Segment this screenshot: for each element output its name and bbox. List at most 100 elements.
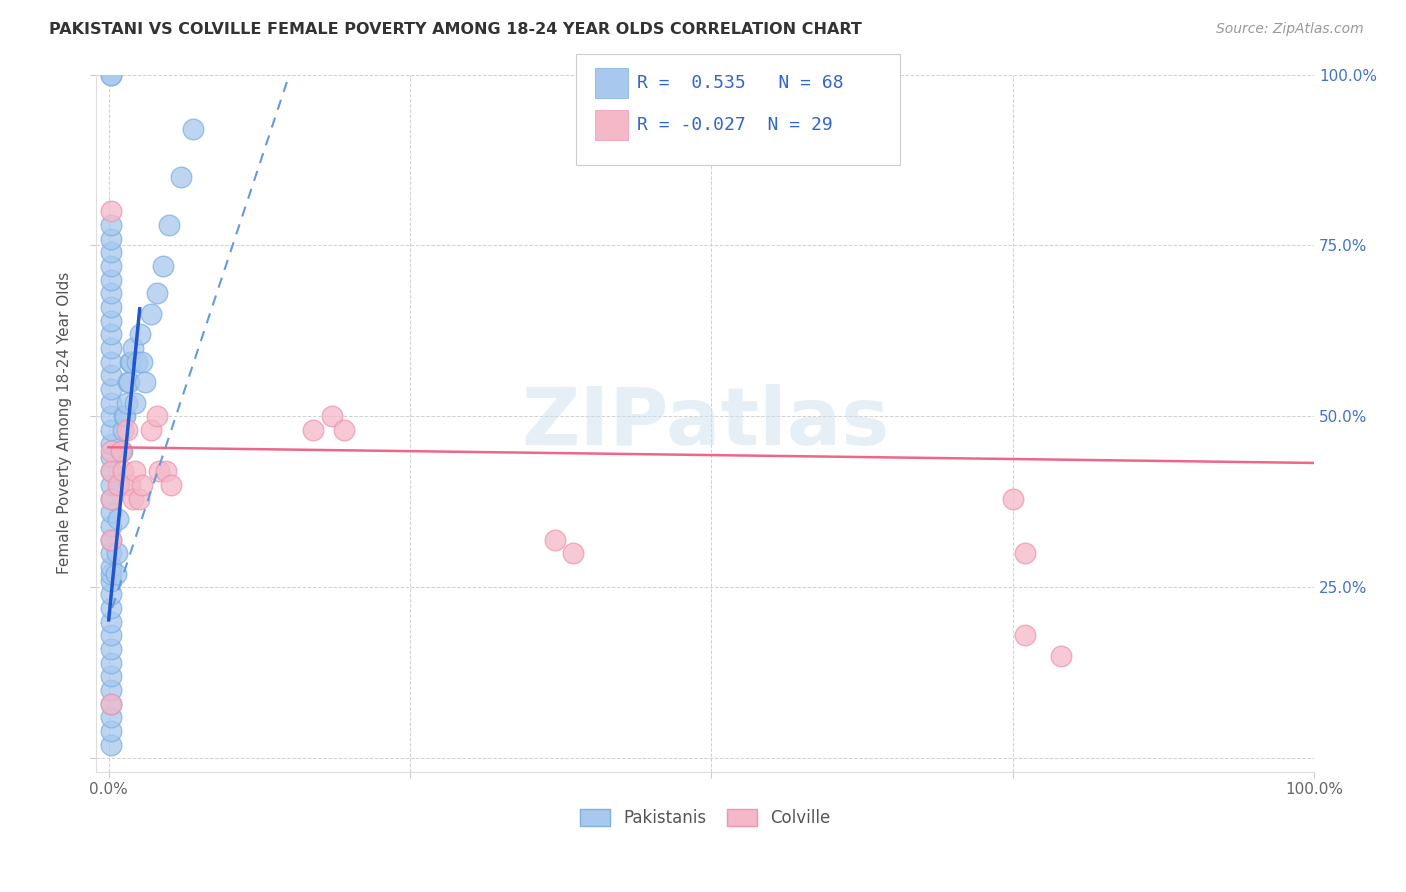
Point bbox=[100, 601, 122, 615]
Point bbox=[100, 464, 122, 478]
Point bbox=[111, 464, 134, 478]
Point bbox=[100, 533, 122, 547]
Point bbox=[100, 505, 122, 519]
Point bbox=[100, 710, 122, 724]
Point bbox=[321, 409, 343, 424]
Point bbox=[139, 423, 162, 437]
Point bbox=[100, 259, 122, 273]
Point bbox=[100, 628, 122, 642]
Point bbox=[124, 464, 146, 478]
Point bbox=[100, 560, 122, 574]
Point bbox=[100, 464, 122, 478]
Point bbox=[108, 478, 131, 492]
Point bbox=[128, 491, 150, 506]
Point bbox=[100, 697, 122, 711]
Point bbox=[121, 491, 143, 506]
Point bbox=[1050, 648, 1073, 663]
Point bbox=[100, 437, 122, 451]
Point bbox=[100, 533, 122, 547]
Point bbox=[1001, 491, 1024, 506]
Point bbox=[131, 355, 153, 369]
Point bbox=[139, 307, 162, 321]
Point bbox=[561, 546, 583, 560]
Text: PAKISTANI VS COLVILLE FEMALE POVERTY AMONG 18-24 YEAR OLDS CORRELATION CHART: PAKISTANI VS COLVILLE FEMALE POVERTY AMO… bbox=[49, 22, 862, 37]
Point bbox=[100, 327, 122, 342]
Point bbox=[148, 464, 170, 478]
Y-axis label: Female Poverty Among 18-24 Year Olds: Female Poverty Among 18-24 Year Olds bbox=[58, 272, 72, 574]
Legend: Pakistanis, Colville: Pakistanis, Colville bbox=[574, 802, 837, 833]
Point bbox=[100, 697, 122, 711]
Point bbox=[145, 286, 167, 301]
Point bbox=[118, 376, 141, 390]
Point bbox=[100, 491, 122, 506]
Point bbox=[100, 286, 122, 301]
Point bbox=[124, 396, 146, 410]
Point bbox=[332, 423, 354, 437]
Point bbox=[155, 464, 177, 478]
Point bbox=[100, 232, 122, 246]
Point bbox=[100, 615, 122, 629]
Point bbox=[134, 376, 156, 390]
Point bbox=[120, 478, 142, 492]
Point bbox=[1014, 628, 1036, 642]
Point bbox=[115, 396, 138, 410]
Point bbox=[104, 566, 127, 581]
Text: R = -0.027  N = 29: R = -0.027 N = 29 bbox=[637, 116, 832, 134]
Point bbox=[100, 204, 122, 219]
Point bbox=[100, 355, 122, 369]
Point bbox=[160, 478, 183, 492]
Point bbox=[543, 533, 565, 547]
Point bbox=[105, 546, 128, 560]
Point bbox=[100, 443, 122, 458]
Point bbox=[100, 368, 122, 383]
Text: ZIPatlas: ZIPatlas bbox=[522, 384, 890, 462]
Point bbox=[100, 738, 122, 752]
Point bbox=[100, 68, 122, 82]
Point bbox=[115, 423, 138, 437]
Point bbox=[145, 409, 167, 424]
Text: R =  0.535   N = 68: R = 0.535 N = 68 bbox=[637, 74, 844, 92]
Point bbox=[121, 341, 143, 355]
Point bbox=[100, 519, 122, 533]
Point bbox=[114, 409, 136, 424]
Point bbox=[127, 355, 149, 369]
Point bbox=[100, 491, 122, 506]
Point bbox=[112, 409, 135, 424]
Point bbox=[100, 273, 122, 287]
Point bbox=[100, 478, 122, 492]
Point bbox=[120, 355, 142, 369]
Point bbox=[152, 259, 174, 273]
Point bbox=[100, 300, 122, 314]
Point bbox=[110, 443, 132, 458]
Point bbox=[181, 122, 204, 136]
Point bbox=[100, 546, 122, 560]
Point bbox=[100, 382, 122, 396]
Point bbox=[157, 218, 180, 232]
Point bbox=[100, 683, 122, 698]
Point bbox=[100, 314, 122, 328]
Point bbox=[100, 724, 122, 739]
Point bbox=[100, 245, 122, 260]
Point bbox=[107, 478, 129, 492]
Point bbox=[100, 566, 122, 581]
Point bbox=[111, 423, 134, 437]
Point bbox=[107, 512, 129, 526]
Point bbox=[131, 478, 153, 492]
Point bbox=[302, 423, 325, 437]
Point bbox=[100, 423, 122, 437]
Text: Source: ZipAtlas.com: Source: ZipAtlas.com bbox=[1216, 22, 1364, 37]
Point bbox=[100, 218, 122, 232]
Point bbox=[100, 396, 122, 410]
Point bbox=[120, 355, 142, 369]
Point bbox=[100, 574, 122, 588]
Point bbox=[128, 327, 150, 342]
Point bbox=[100, 341, 122, 355]
Point bbox=[100, 669, 122, 683]
Point bbox=[117, 376, 139, 390]
Point bbox=[1014, 546, 1036, 560]
Point bbox=[100, 68, 122, 82]
Point bbox=[100, 409, 122, 424]
Point bbox=[100, 642, 122, 657]
Point bbox=[170, 170, 193, 185]
Point bbox=[100, 656, 122, 670]
